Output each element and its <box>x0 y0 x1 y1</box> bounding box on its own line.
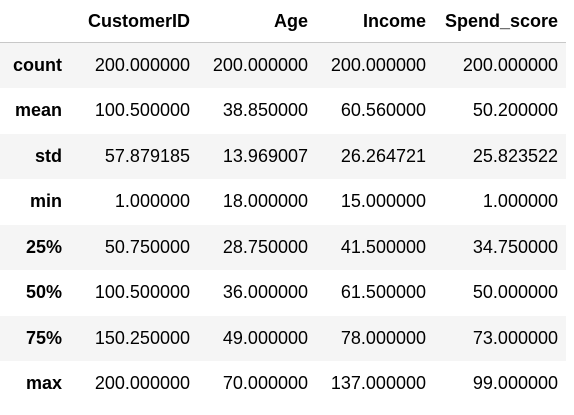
describe-table: CustomerID Age Income Spend_score count … <box>0 0 566 407</box>
row-label: 50% <box>25 282 62 303</box>
table-cell: 100.500000 <box>94 282 190 303</box>
column-header: Income <box>316 0 434 43</box>
column-header: Spend_score <box>434 0 566 43</box>
row-label: mean <box>14 100 62 121</box>
table-row: mean 100.500000 38.850000 60.560000 50.2… <box>0 88 566 134</box>
table-cell: 99.000000 <box>472 373 558 394</box>
row-label: count <box>13 55 62 75</box>
table-cell: 70.000000 <box>222 373 308 394</box>
table-cell: 200.000000 <box>330 55 426 75</box>
table-cell: 60.560000 <box>340 100 426 121</box>
table-cell: 200.000000 <box>212 55 308 75</box>
table-row: min 1.000000 18.000000 15.000000 1.00000… <box>0 179 566 225</box>
table-cell: 200.000000 <box>94 55 190 75</box>
table-cell: 18.000000 <box>222 191 308 212</box>
table-row: count 200.000000 200.000000 200.000000 2… <box>0 42 566 88</box>
table-row: 75% 150.250000 49.000000 78.000000 73.00… <box>0 315 566 361</box>
table-cell: 36.000000 <box>222 282 308 303</box>
table-cell: 50.000000 <box>472 282 558 303</box>
table-row: std 57.879185 13.969007 26.264721 25.823… <box>0 133 566 179</box>
table-cell: 26.264721 <box>340 145 426 166</box>
table-cell: 78.000000 <box>340 327 426 348</box>
row-label: 25% <box>25 236 62 257</box>
table-row: 25% 50.750000 28.750000 41.500000 34.750… <box>0 224 566 270</box>
table-cell: 50.750000 <box>104 236 190 257</box>
table-cell: 25.823522 <box>472 145 558 166</box>
table-cell: 28.750000 <box>222 236 308 257</box>
table-body: count 200.000000 200.000000 200.000000 2… <box>0 42 566 407</box>
table-cell: 41.500000 <box>340 236 426 257</box>
table-header: CustomerID Age Income Spend_score <box>0 0 566 43</box>
table-cell: 1.000000 <box>482 191 558 212</box>
index-header <box>0 0 70 43</box>
table-cell: 73.000000 <box>472 327 558 348</box>
table-cell: 57.879185 <box>104 145 190 166</box>
table-cell: 100.500000 <box>94 100 190 121</box>
row-label: min <box>29 191 62 212</box>
column-header: CustomerID <box>70 0 198 43</box>
table-cell: 50.200000 <box>472 100 558 121</box>
table-cell: 34.750000 <box>472 236 558 257</box>
column-header: Age <box>198 0 316 43</box>
table-cell: 49.000000 <box>222 327 308 348</box>
table-cell: 137.000000 <box>330 373 426 394</box>
table-cell: 61.500000 <box>340 282 426 303</box>
table-cell: 200.000000 <box>462 55 558 75</box>
table-row: 50% 100.500000 36.000000 61.500000 50.00… <box>0 270 566 316</box>
row-label: max <box>25 373 62 394</box>
table-cell: 200.000000 <box>94 373 190 394</box>
table-cell: 38.850000 <box>222 100 308 121</box>
row-label: 75% <box>25 327 62 348</box>
table-cell: 13.969007 <box>222 145 308 166</box>
table-cell: 150.250000 <box>94 327 190 348</box>
table-row: max 200.000000 70.000000 137.000000 99.0… <box>0 361 566 407</box>
table-cell: 15.000000 <box>340 191 426 212</box>
table-cell: 1.000000 <box>114 191 190 212</box>
header-row: CustomerID Age Income Spend_score <box>0 0 566 43</box>
row-label: std <box>35 145 62 166</box>
